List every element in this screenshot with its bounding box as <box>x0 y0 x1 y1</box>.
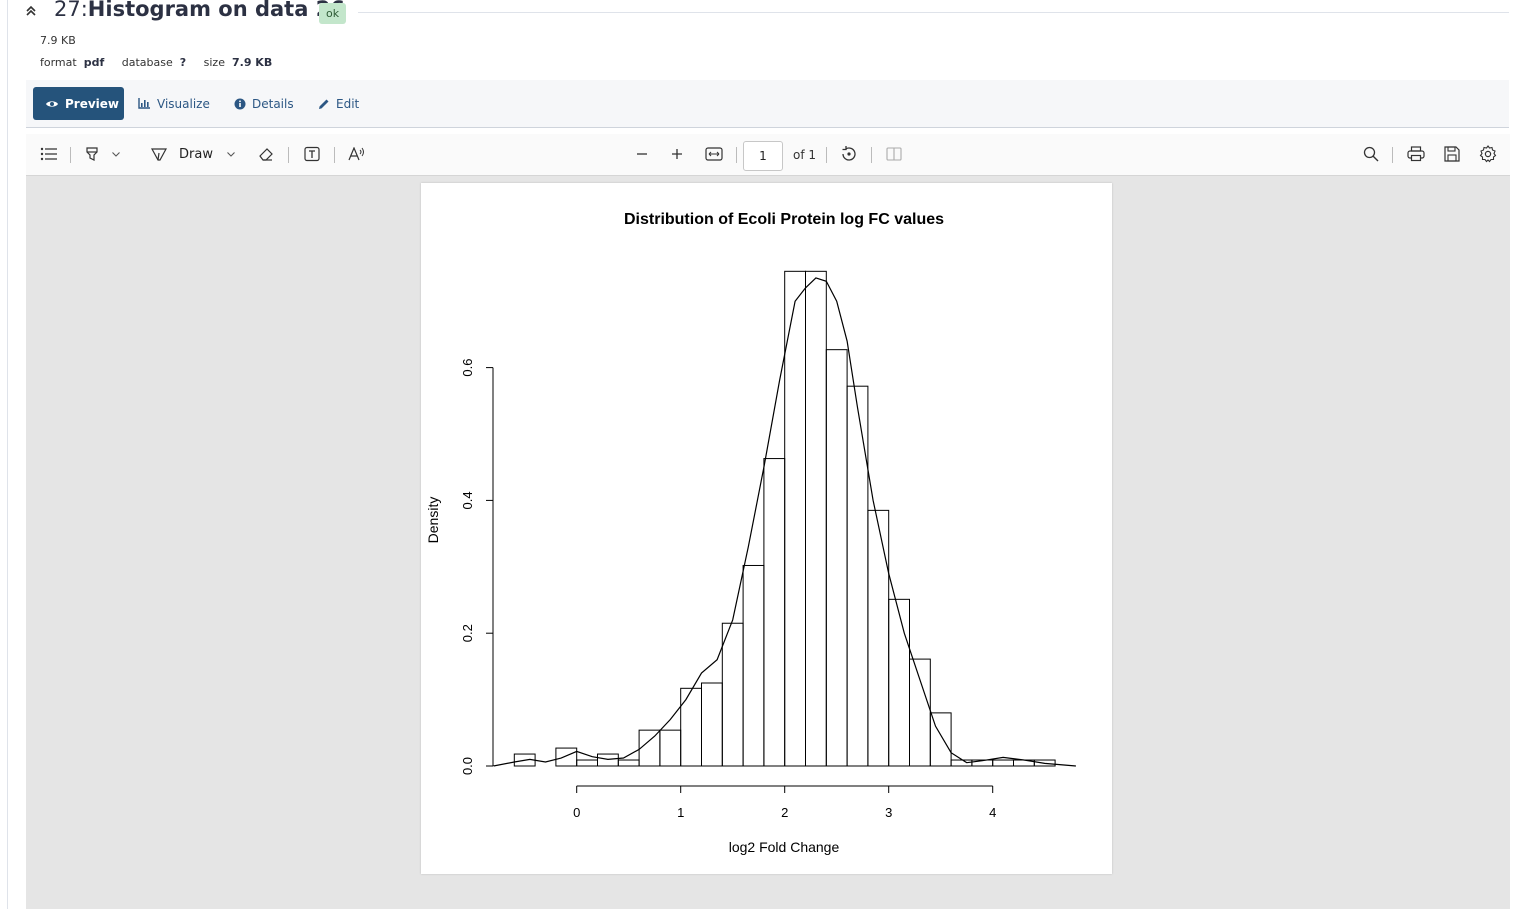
info-icon <box>234 98 246 110</box>
collapse-icon[interactable] <box>26 4 40 20</box>
rotate-icon[interactable] <box>838 142 860 166</box>
pdf-viewer: Draw 1 of 1 <box>26 134 1510 909</box>
dataset-hid: 27: <box>54 0 88 21</box>
page-view-icon[interactable] <box>883 142 905 166</box>
dataset-tabs: Preview Visualize Details Edit <box>26 80 1509 128</box>
zoom-out-icon[interactable] <box>631 142 653 166</box>
dataset-meta: format pdf database ? size 7.9 KB <box>40 56 272 69</box>
tab-preview-label: Preview <box>65 96 120 111</box>
eraser-icon[interactable] <box>255 142 277 166</box>
zoom-in-icon[interactable] <box>666 142 688 166</box>
x-axis-label: log2 Fold Change <box>729 839 840 855</box>
tab-details-label: Details <box>252 96 294 111</box>
histogram-bar <box>680 687 703 767</box>
histogram-bar <box>784 270 807 767</box>
read-aloud-icon[interactable] <box>346 142 368 166</box>
tab-visualize[interactable]: Visualize <box>126 87 222 120</box>
page-total-label: of 1 <box>793 148 817 162</box>
histogram-bar <box>888 598 911 767</box>
histogram-bar <box>763 458 786 767</box>
toolbar-separator <box>736 147 737 163</box>
x-tick-label: 4 <box>989 805 996 820</box>
toolbar-separator <box>826 147 827 163</box>
chart-title: Distribution of Ecoli Protein log FC val… <box>624 211 944 228</box>
histogram-bar <box>555 747 578 767</box>
database-value[interactable]: ? <box>179 56 187 69</box>
y-tick-label: 0.2 <box>460 624 475 642</box>
draw-icon[interactable] <box>148 142 170 166</box>
x-tick-label: 0 <box>573 805 580 820</box>
tab-edit[interactable]: Edit <box>306 87 371 120</box>
density-curve <box>493 277 1076 767</box>
histogram-bar <box>701 682 723 767</box>
histogram-bar <box>867 509 890 767</box>
toolbar-separator <box>334 147 335 163</box>
eye-icon <box>45 99 59 109</box>
histogram-bar <box>576 759 598 767</box>
search-icon[interactable] <box>1360 142 1382 166</box>
chevron-down-icon[interactable] <box>109 142 123 166</box>
tab-details[interactable]: Details <box>222 87 306 120</box>
sidebar-toggle-icon[interactable] <box>38 142 60 166</box>
histogram-bar <box>992 759 1015 767</box>
page-number-input[interactable]: 1 <box>743 141 783 171</box>
tab-edit-label: Edit <box>336 96 360 111</box>
tab-preview[interactable]: Preview <box>33 87 124 120</box>
histogram-bar <box>659 729 682 767</box>
pencil-icon <box>318 98 330 110</box>
size-label: size <box>203 56 225 69</box>
toolbar-separator <box>871 147 872 163</box>
y-axis-label: Density <box>425 497 441 544</box>
dataset-header: 27:Histogram on data 26 ok <box>26 0 1509 26</box>
dataset-size-summary: 7.9 KB <box>40 34 76 47</box>
save-icon[interactable] <box>1441 142 1463 166</box>
dataset-name: Histogram on data 26 <box>87 0 345 21</box>
toolbar-separator <box>70 147 71 163</box>
y-tick-label: 0.0 <box>460 757 475 775</box>
print-icon[interactable] <box>1405 142 1427 166</box>
fit-page-icon[interactable] <box>703 142 725 166</box>
x-tick-label: 3 <box>885 805 892 820</box>
y-tick-label: 0.6 <box>460 359 475 377</box>
text-box-icon[interactable] <box>301 142 323 166</box>
histogram-bar <box>638 729 661 767</box>
panel-left-border <box>7 0 8 909</box>
histogram-bar <box>721 622 744 767</box>
toolbar-separator <box>1392 147 1393 163</box>
histogram-bar <box>846 385 869 767</box>
status-badge: ok <box>319 3 347 24</box>
chart-icon <box>138 98 151 109</box>
pdf-toolbar: Draw 1 of 1 <box>26 134 1510 176</box>
histogram-bar <box>929 712 952 767</box>
histogram-bar <box>742 564 765 767</box>
pdf-page: Distribution of Ecoli Protein log FC val… <box>421 183 1112 874</box>
toolbar-separator <box>288 147 289 163</box>
x-tick-label: 1 <box>677 805 684 820</box>
histogram-bar <box>1033 759 1056 767</box>
format-label: format <box>40 56 77 69</box>
database-label: database <box>121 56 173 69</box>
draw-label[interactable]: Draw <box>179 146 213 162</box>
dataset-title[interactable]: 27:Histogram on data 26 <box>54 0 345 21</box>
tab-visualize-label: Visualize <box>157 96 210 111</box>
settings-icon[interactable] <box>1477 142 1499 166</box>
size-value: 7.9 KB <box>231 56 273 69</box>
x-tick-label: 2 <box>781 805 788 820</box>
chevron-down-icon[interactable] <box>224 142 238 166</box>
histogram-bar <box>825 349 848 767</box>
highlight-icon[interactable] <box>81 142 103 166</box>
histogram-bar <box>909 658 931 767</box>
format-value: pdf <box>83 56 105 69</box>
y-tick-label: 0.4 <box>460 491 475 509</box>
histogram-bar <box>597 753 619 767</box>
header-divider <box>358 12 1509 13</box>
histogram-bar <box>805 270 827 767</box>
histogram-bar <box>617 759 640 767</box>
histogram-chart: Distribution of Ecoli Protein log FC val… <box>425 211 1076 855</box>
